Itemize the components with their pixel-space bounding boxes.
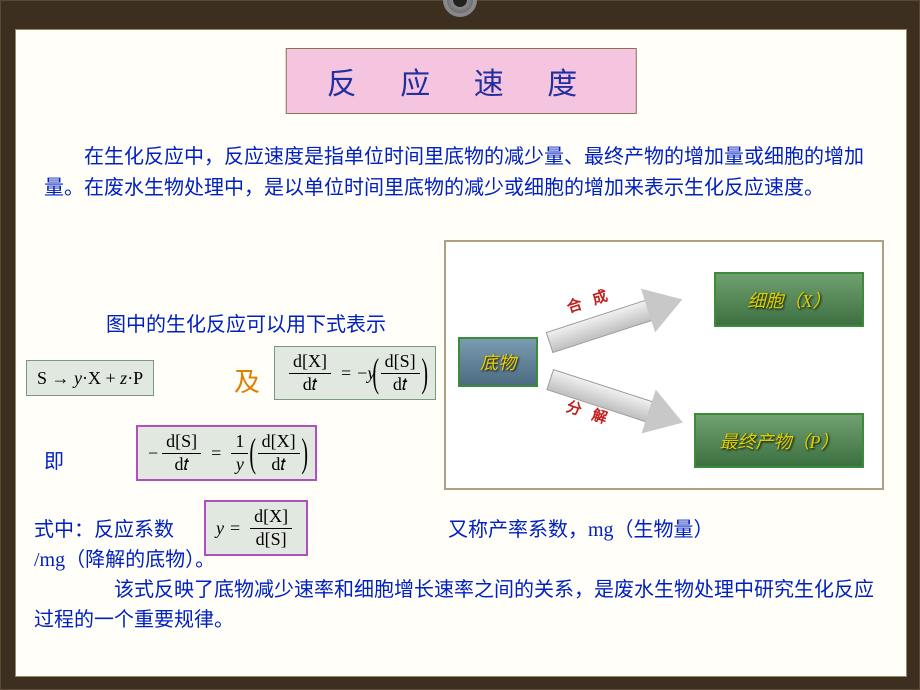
equation-dsdt: − d[S] d𝑡 = 1 y ( d[X] d𝑡 ) [136, 425, 317, 481]
eq3-eq: = [211, 443, 221, 464]
eq2-neg: − [357, 363, 367, 384]
slide: 反 应 速 度 在生化反应中，反应速度是指单位时间里底物的减少量、最终产物的增加… [15, 29, 907, 677]
eq4-y: y [216, 518, 224, 539]
arrow-decomposition [543, 361, 689, 442]
eq3-one: 1 [231, 431, 248, 454]
and-connector: 及 [234, 362, 260, 399]
ie-label: 即 [44, 445, 64, 474]
figure-caption: 图中的生化反应可以用下式表示 [106, 308, 386, 337]
yield-label-2: /mg（降解的底物）。 [34, 545, 215, 575]
arrow-synthesis [543, 281, 689, 362]
conclusion-paragraph: 该式反映了底物减少速率和细胞增长速率之间的关系，是废水生物处理中研究生化反应过程… [34, 575, 878, 635]
eq3-den2: d𝑡 [267, 454, 289, 476]
intro-paragraph: 在生化反应中，反应速度是指单位时间里底物的减少量、最终产物的增加量或细胞的增加量… [44, 142, 878, 204]
eq3-neg: − [148, 443, 158, 464]
eq2-den1: d𝑡 [299, 374, 321, 396]
eq1-text: S → y·X + z·P [37, 368, 143, 389]
eq2-den2: d𝑡 [389, 374, 411, 396]
equation-yield: y = d[X] d[S] [204, 500, 308, 556]
eq4-num: d[X] [250, 506, 292, 529]
eq3-num2: d[X] [258, 431, 300, 454]
eq3-num1: d[S] [162, 431, 201, 454]
binder-ring [430, 0, 490, 23]
equation-reaction: S → y·X + z·P [26, 360, 154, 396]
eq2-eq: = [341, 363, 351, 384]
reaction-diagram: 底物 合 成 分 解 细胞（X） 最终产物（P） [444, 240, 884, 490]
eq4-den: d[S] [252, 529, 291, 551]
yield-label: 又称产率系数，mg（生物量） [448, 515, 714, 545]
eq2-num2: d[S] [381, 351, 420, 374]
equation-dxdt: d[X] d𝑡 = − y ( d[S] d𝑡 ) [274, 346, 436, 400]
slide-title: 反 应 速 度 [286, 48, 637, 114]
coef-label: 式中：反应系数 [34, 515, 174, 545]
node-cell: 细胞（X） [714, 272, 864, 327]
node-substrate: 底物 [458, 337, 538, 387]
eq3-y: y [236, 454, 244, 474]
eq2-num1: d[X] [289, 351, 331, 374]
eq3-den1: d𝑡 [170, 454, 192, 476]
eq4-eq: = [230, 518, 240, 539]
node-product: 最终产物（P） [694, 413, 864, 468]
